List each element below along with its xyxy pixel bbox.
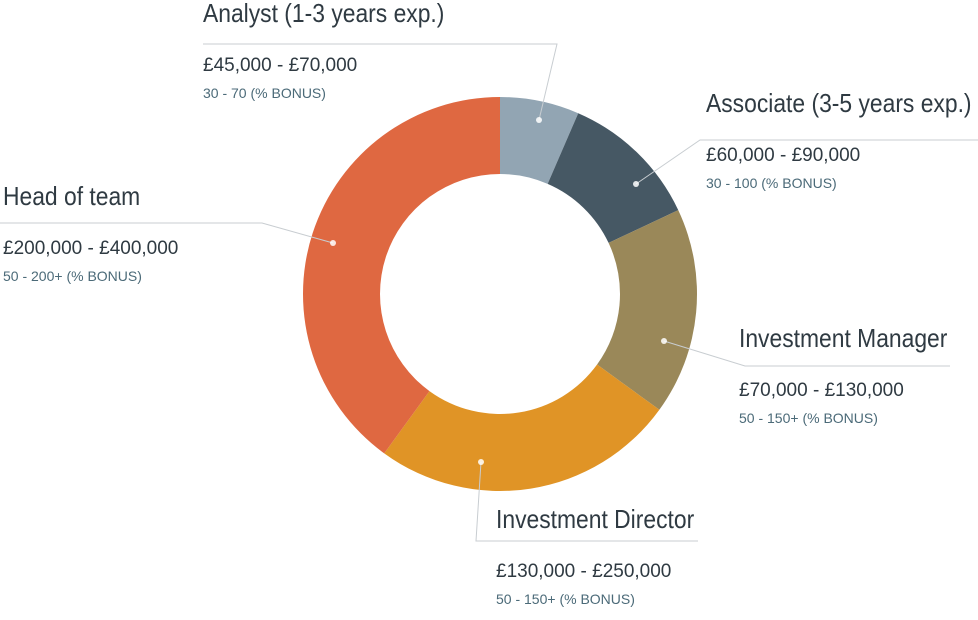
leader-line <box>663 340 950 367</box>
bonus-range: 50 - 150+ (% BONUS) <box>496 591 635 607</box>
bonus-range: 30 - 100 (% BONUS) <box>706 175 837 191</box>
slice-label-group: Associate (3-5 years exp.) £60,000 - £90,… <box>633 90 978 191</box>
leader-dot <box>661 338 667 344</box>
role-title: Investment Manager <box>739 325 947 354</box>
salary-range: £130,000 - £250,000 <box>496 561 671 582</box>
role-title: Investment Director <box>496 506 694 535</box>
role-title: Associate (3-5 years exp.) <box>706 90 972 119</box>
leader-line <box>635 139 978 185</box>
role-title: Analyst (1-3 years exp.) <box>203 0 444 28</box>
slice-label-group: Analyst (1-3 years exp.) £45,000 - £70,00… <box>203 0 558 123</box>
leader-line <box>475 461 698 542</box>
bonus-range: 30 - 70 (% BONUS) <box>203 85 326 101</box>
leader-dot <box>536 117 542 123</box>
role-title: Head of team <box>3 183 140 212</box>
leader-dot <box>330 240 336 246</box>
bonus-range: 50 - 150+ (% BONUS) <box>739 410 878 426</box>
bonus-range: 50 - 200+ (% BONUS) <box>3 268 142 284</box>
salary-range: £60,000 - £90,000 <box>706 145 860 166</box>
donut-slice <box>547 113 679 243</box>
donut-slice <box>303 97 500 454</box>
leader-dot <box>478 459 484 465</box>
salary-range: £45,000 - £70,000 <box>203 55 357 76</box>
donut-slice <box>597 210 697 410</box>
slice-label-group: Head of team £200,000 - £400,000 50 - 200+… <box>0 183 336 284</box>
donut-slice <box>384 364 660 491</box>
slice-label-group: Investment Director £130,000 - £250,000 50… <box>475 459 698 607</box>
donut-slice <box>500 97 579 184</box>
leader-dot <box>633 181 639 187</box>
leader-line <box>0 222 334 244</box>
salary-range: £200,000 - £400,000 <box>3 238 178 259</box>
leader-line <box>203 43 558 121</box>
salary-range: £70,000 - £130,000 <box>739 380 904 401</box>
slice-label-group: Investment Manager £70,000 - £130,000 50 -… <box>661 325 950 426</box>
